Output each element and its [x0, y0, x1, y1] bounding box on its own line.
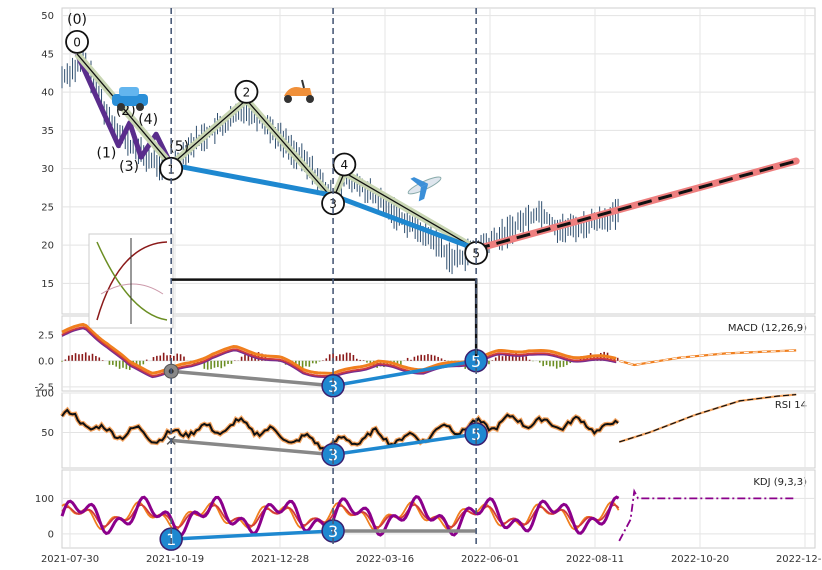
main-wave-label-2: 2 — [243, 85, 251, 99]
price-ytick-label-5: 25 — [41, 202, 54, 213]
macd-signal-line — [61, 326, 617, 378]
rsi-bubble-label-1: 3 — [328, 446, 338, 465]
price-ytick-label-3: 35 — [41, 126, 54, 137]
rsi-ytick-label-1: 50 — [41, 428, 54, 439]
macd-extra-line — [61, 327, 617, 379]
sub-wave-label-4: (4) — [138, 112, 158, 128]
price-ytick-label-7: 15 — [41, 279, 54, 290]
scooter-body — [284, 87, 312, 96]
x-tick-label-7: 2022-12-13 — [776, 554, 822, 565]
car-wheel — [136, 103, 144, 111]
main-wave-marker-4 — [332, 152, 357, 177]
main-wave-inner-line — [76, 53, 477, 250]
x-tick-label-4: 2022-06-01 — [461, 554, 519, 565]
x-tick-label-5: 2022-08-11 — [566, 554, 624, 565]
rsi-bubble-label-2: 5 — [471, 425, 481, 444]
price-ytick-label-6: 20 — [41, 241, 54, 252]
macd-ytick-label-0: 2.5 — [38, 330, 54, 341]
x-tick-label-6: 2022-10-20 — [671, 554, 729, 565]
macd-ytick-label-1: 0.0 — [38, 356, 54, 367]
price-ytick-label-1: 45 — [41, 49, 54, 60]
kdj-frame — [61, 469, 816, 549]
airplane-wing — [410, 177, 429, 188]
macd-bubble-label-1: 3 — [328, 377, 338, 396]
sub-wave-label-0: (0) — [67, 12, 87, 28]
kdj-j-line — [60, 495, 620, 538]
rsi-blue-link — [332, 432, 477, 457]
scooter-handle — [301, 79, 305, 89]
price-ytick-label-2: 40 — [41, 88, 54, 99]
car-icon — [112, 87, 148, 111]
rsi-panel: 35 — [60, 393, 797, 467]
x-tick-label-3: 2022-03-16 — [356, 554, 414, 565]
price-panel: 012345(0)(1)(2)(3)(4)(5) — [61, 12, 800, 329]
scooter-wheel — [284, 95, 292, 103]
x-tick-label-1: 2021-10-19 — [146, 554, 204, 565]
macd-frame — [61, 315, 816, 392]
overlay-layer — [170, 8, 478, 548]
forecast-dashed-line — [475, 159, 797, 251]
sub-wave-line — [74, 52, 174, 166]
main-wave-marker-0 — [65, 30, 89, 54]
macd-blue-link — [332, 359, 477, 388]
rsi-panel-label: RSI 14 — [775, 400, 807, 411]
kdj-forecast-line — [618, 488, 797, 542]
kdj-ytick-label-0: 100 — [35, 494, 54, 505]
sub-wave-label-1: (1) — [97, 146, 117, 162]
x-tick-label-2: 2021-12-28 — [251, 554, 309, 565]
scooter-icon — [284, 79, 314, 103]
macd-line — [61, 322, 617, 376]
rsi-grey-link — [171, 438, 334, 457]
kdj-panel-label: KDJ (9,3,3) — [753, 477, 807, 488]
thumbnail-curve — [100, 283, 164, 295]
airplane-wing — [418, 183, 429, 202]
sub-wave-label-5: (5) — [169, 139, 189, 155]
macd-grey-link — [171, 369, 334, 388]
price-ytick-label-0: 50 — [41, 11, 54, 22]
price-frame — [61, 7, 816, 315]
kdj-blue-link — [171, 529, 334, 541]
car-top — [119, 87, 139, 96]
macd-panel-label: MACD (12,26,9) — [728, 323, 807, 334]
rsi-ytick-label-0: 100 — [35, 389, 54, 400]
airplane-icon — [407, 176, 442, 202]
price-ytick-label-4: 30 — [41, 164, 54, 175]
macd-bubble-1 — [321, 374, 345, 398]
main-wave-label-0: 0 — [73, 35, 81, 49]
rsi-line — [61, 408, 619, 452]
macd-forecast-dash — [619, 349, 797, 366]
sub-wave-label-3: (3) — [119, 159, 139, 175]
car-wheel — [117, 103, 125, 111]
macd-panel: 35 — [61, 322, 797, 398]
x-axis: 2021-07-30 2021-10-19 2021-12-28 2022-03-16… — [41, 554, 822, 565]
main-wave-marker-2 — [234, 79, 259, 104]
main-wave-label-4: 4 — [341, 158, 349, 172]
x-tick-label-0: 2021-07-30 — [41, 554, 99, 565]
thumbnail-image — [88, 233, 174, 329]
kdj-ytick-label-1: 0 — [48, 529, 54, 540]
thumbnail-curve — [96, 241, 168, 321]
rsi-forecast-dash — [619, 393, 797, 443]
macd-ytick-label-2: -2.5 — [34, 382, 54, 393]
scooter-wheel — [306, 95, 314, 103]
